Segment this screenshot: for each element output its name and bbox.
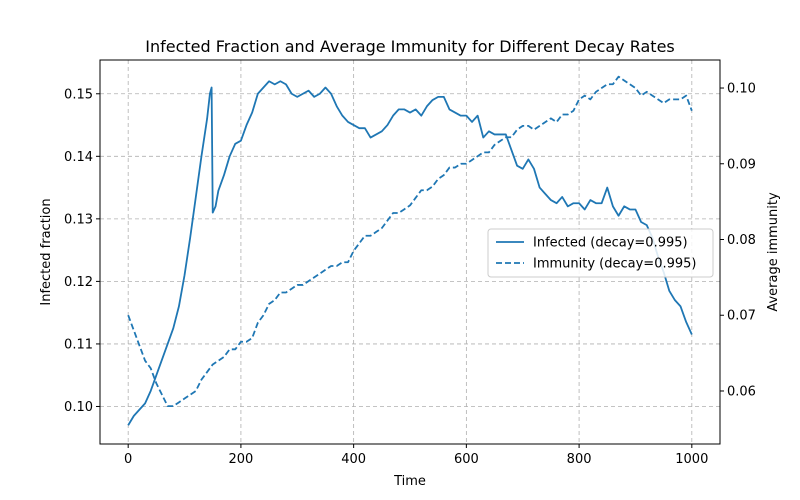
legend: Infected (decay=0.995) Immunity (decay=0… [487, 228, 714, 278]
legend-label-infected: Infected (decay=0.995) [533, 236, 688, 251]
plot-frame [99, 59, 721, 445]
y-left-tick-label: 0.15 [64, 87, 93, 102]
y-right-tick-label: 0.07 [727, 309, 756, 324]
legend-label-immunity: Immunity (decay=0.995) [533, 257, 696, 272]
y-right-tick-label: 0.09 [727, 157, 756, 172]
x-tick-label: 600 [454, 452, 479, 467]
y-left-tick-label: 0.12 [64, 275, 93, 290]
x-axis: 0 200 400 600 800 1000 [124, 444, 708, 467]
series-line-immunity [127, 75, 693, 408]
x-axis-label: Time [393, 474, 426, 489]
chart-title: Infected Fraction and Average Immunity f… [145, 37, 675, 56]
y-axis-left: 0.10 0.11 0.12 0.13 0.14 0.15 [64, 87, 100, 415]
y-left-tick-label: 0.14 [64, 150, 93, 165]
series-layer [127, 75, 693, 426]
y-left-tick-label: 0.10 [64, 400, 93, 415]
y-axis-right-label: Average immunity [766, 192, 781, 312]
legend-box [487, 228, 714, 278]
y-right-tick-label: 0.10 [727, 82, 756, 97]
x-tick-label: 800 [567, 452, 592, 467]
x-tick-label: 400 [341, 452, 366, 467]
x-tick-label: 0 [124, 452, 132, 467]
y-left-tick-label: 0.11 [64, 337, 93, 352]
y-axis-right: 0.06 0.07 0.08 0.09 0.10 [720, 82, 756, 399]
y-left-tick-label: 0.13 [64, 212, 93, 227]
x-tick-label: 1000 [675, 452, 708, 467]
y-right-tick-label: 0.06 [727, 384, 756, 399]
series-line-infected [127, 80, 693, 426]
x-tick-label: 200 [228, 452, 253, 467]
y-axis-left-label: Infected fraction [39, 198, 54, 305]
y-right-tick-label: 0.08 [727, 233, 756, 248]
